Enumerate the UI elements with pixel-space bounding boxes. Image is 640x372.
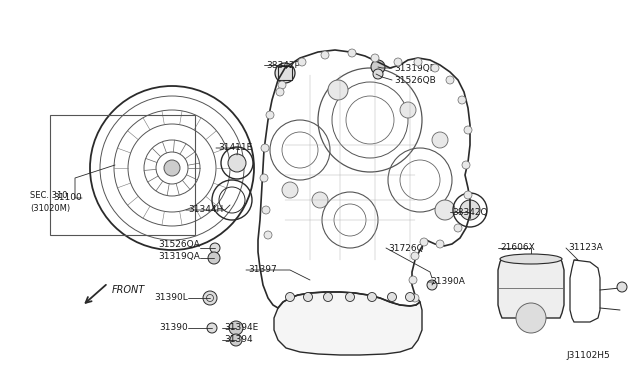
Circle shape bbox=[446, 76, 454, 84]
Circle shape bbox=[346, 292, 355, 301]
Circle shape bbox=[394, 58, 402, 66]
Circle shape bbox=[328, 80, 348, 100]
Circle shape bbox=[371, 54, 379, 62]
Text: 31394E: 31394E bbox=[224, 324, 259, 333]
Text: 31123A: 31123A bbox=[568, 244, 603, 253]
Circle shape bbox=[387, 292, 397, 301]
Text: FRONT: FRONT bbox=[112, 285, 145, 295]
Circle shape bbox=[431, 64, 439, 72]
Circle shape bbox=[400, 102, 416, 118]
Circle shape bbox=[432, 132, 448, 148]
Text: 31390A: 31390A bbox=[430, 278, 465, 286]
Circle shape bbox=[207, 323, 217, 333]
Bar bbox=[278, 66, 292, 80]
Circle shape bbox=[409, 276, 417, 284]
Text: 31100: 31100 bbox=[53, 193, 82, 202]
Circle shape bbox=[164, 160, 180, 176]
Text: 31526QB: 31526QB bbox=[394, 76, 436, 84]
Circle shape bbox=[298, 58, 306, 66]
Circle shape bbox=[371, 60, 385, 74]
Circle shape bbox=[303, 292, 312, 301]
Text: 21606X: 21606X bbox=[500, 244, 535, 253]
Text: J31102H5: J31102H5 bbox=[566, 350, 610, 359]
Polygon shape bbox=[274, 292, 422, 355]
Circle shape bbox=[427, 280, 437, 290]
Circle shape bbox=[414, 58, 422, 66]
Circle shape bbox=[210, 243, 220, 253]
Circle shape bbox=[436, 240, 444, 248]
Polygon shape bbox=[498, 258, 564, 318]
Circle shape bbox=[462, 161, 470, 169]
Circle shape bbox=[516, 303, 546, 333]
Circle shape bbox=[264, 231, 272, 239]
Circle shape bbox=[266, 111, 274, 119]
Circle shape bbox=[321, 51, 329, 59]
Circle shape bbox=[367, 292, 376, 301]
Circle shape bbox=[208, 252, 220, 264]
Circle shape bbox=[275, 63, 295, 83]
Circle shape bbox=[312, 192, 328, 208]
Circle shape bbox=[276, 88, 284, 96]
Text: 31344H: 31344H bbox=[188, 205, 223, 215]
Circle shape bbox=[420, 238, 428, 246]
Text: 31390L: 31390L bbox=[154, 294, 188, 302]
Circle shape bbox=[464, 191, 472, 199]
Circle shape bbox=[460, 200, 480, 220]
Circle shape bbox=[435, 200, 455, 220]
Circle shape bbox=[454, 224, 462, 232]
Circle shape bbox=[411, 252, 419, 260]
Circle shape bbox=[373, 69, 383, 79]
Circle shape bbox=[406, 292, 415, 301]
Text: SEC. 310: SEC. 310 bbox=[30, 192, 67, 201]
Text: 31390: 31390 bbox=[159, 324, 188, 333]
Text: 31526QA: 31526QA bbox=[158, 241, 200, 250]
Circle shape bbox=[464, 126, 472, 134]
Text: 31319QB: 31319QB bbox=[394, 64, 436, 73]
Text: 31319QA: 31319QA bbox=[158, 251, 200, 260]
Text: (31020M): (31020M) bbox=[30, 203, 70, 212]
Ellipse shape bbox=[500, 254, 562, 264]
Text: 31411E: 31411E bbox=[218, 144, 252, 153]
Circle shape bbox=[228, 154, 246, 172]
Circle shape bbox=[348, 49, 356, 57]
Circle shape bbox=[411, 294, 419, 302]
Circle shape bbox=[282, 182, 298, 198]
Circle shape bbox=[230, 334, 242, 346]
Circle shape bbox=[262, 206, 270, 214]
Circle shape bbox=[617, 282, 627, 292]
Circle shape bbox=[278, 81, 286, 89]
Circle shape bbox=[323, 292, 333, 301]
Circle shape bbox=[261, 144, 269, 152]
Text: 31397: 31397 bbox=[248, 266, 276, 275]
Text: 31726Q: 31726Q bbox=[388, 244, 424, 253]
Circle shape bbox=[260, 174, 268, 182]
Text: 38342P: 38342P bbox=[266, 61, 300, 70]
Text: 31394: 31394 bbox=[224, 336, 253, 344]
Circle shape bbox=[203, 291, 217, 305]
Circle shape bbox=[458, 96, 466, 104]
Circle shape bbox=[229, 321, 243, 335]
Text: 38342Q: 38342Q bbox=[452, 208, 488, 217]
Bar bbox=[50, 115, 195, 235]
Circle shape bbox=[285, 292, 294, 301]
